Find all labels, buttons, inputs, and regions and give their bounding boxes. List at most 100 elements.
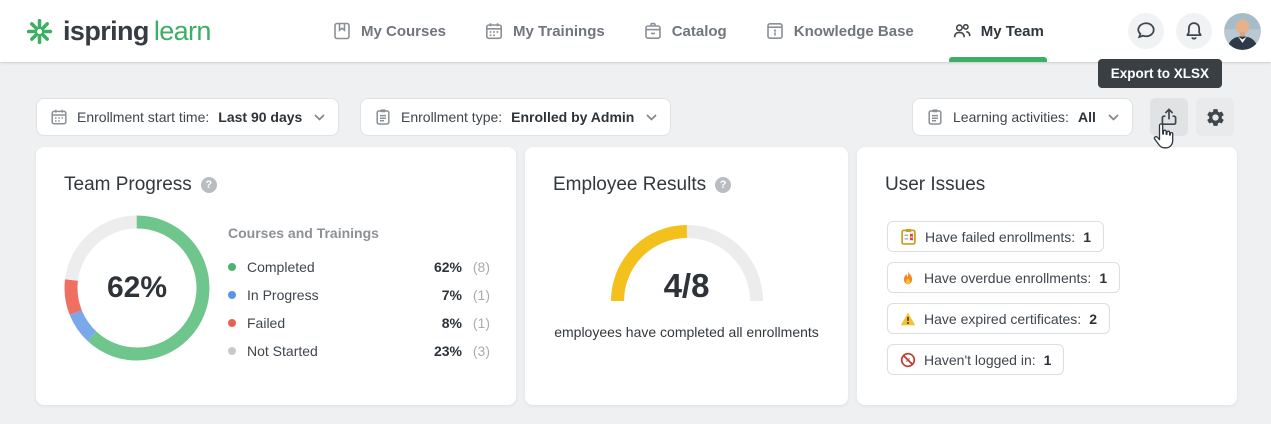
failed-enrollments-icon [900,228,917,245]
legend-label: Completed [247,259,315,275]
legend-percent: 8% [441,315,462,331]
issue-label: Haven't logged in: [924,351,1036,368]
card-title-text: Employee Results [553,174,707,195]
filter-value: All [1077,109,1096,125]
employee-results-title: Employee Results ? [553,174,732,196]
issue-label: Have expired certificates: [924,310,1082,327]
issue-count: 1 [1043,351,1052,368]
help-icon[interactable]: ? [715,177,732,193]
not-logged-in-item[interactable]: Haven't logged in: 1 [887,344,1065,375]
team-progress-legend: Courses and Trainings Completed 62% (8) … [228,225,490,365]
legend-dot [228,291,236,299]
overdue-enrollments-icon [900,270,916,286]
team-progress-card: Team Progress ? 62% Courses and Training… [36,147,516,405]
user-issues-card: User Issues Have failed enrollments: 1 [857,147,1237,405]
gauge-caption: employees have completed all enrollments [554,324,819,340]
catalog-icon [643,21,663,41]
employee-results-gauge-chart [611,224,763,308]
chat-icon [1135,20,1157,42]
top-navigation-bar: ispring learn My Courses [0,0,1271,62]
failed-enrollments-item[interactable]: Have failed enrollments: 1 [887,221,1104,252]
legend-percent: 62% [433,259,462,275]
export-icon [1159,107,1179,127]
legend-count: (1) [472,287,490,303]
filter-value: Last 90 days [218,109,303,125]
calendar-icon [484,21,504,41]
nav-item-my-courses[interactable]: My Courses [332,0,446,62]
nav-item-my-trainings[interactable]: My Trainings [484,0,605,62]
clipboard-icon [374,108,392,126]
legend-row-not-started: Not Started 23% (3) [228,337,490,365]
book-icon [332,21,352,41]
user-avatar[interactable] [1224,12,1261,50]
knowledge-base-icon [765,21,785,41]
calendar-icon [50,108,68,126]
legend-row-completed: Completed 62% (8) [228,253,490,281]
legend-label: Failed [247,315,286,331]
chevron-down-icon [646,113,657,121]
issue-count: 2 [1089,310,1097,327]
nav-label: My Team [980,22,1044,40]
donut-center-value: 62% [106,271,168,304]
help-icon[interactable]: ? [200,177,217,193]
nav-label: Knowledge Base [793,22,914,40]
expired-certificates-item[interactable]: Have expired certificates: 2 [887,303,1110,334]
main-nav: My Courses My Trainings [332,0,1047,62]
user-issues-list: Have failed enrollments: 1 Have overdue … [887,221,1121,375]
legend-dot [228,319,236,327]
legend-percent: 23% [433,343,462,359]
enrollment-start-time-filter[interactable]: Enrollment start time: Last 90 days [36,98,340,136]
overdue-enrollments-item[interactable]: Have overdue enrollments: 1 [887,262,1121,293]
active-tab-underline [948,57,1047,62]
filter-label: Enrollment type: [401,109,503,125]
settings-button[interactable] [1196,98,1234,136]
bell-icon [1183,20,1205,42]
gauge-value: 4/8 [663,267,710,304]
legend-label: Not Started [247,343,318,359]
legend-dot [228,347,236,355]
nav-item-my-team[interactable]: My Team [948,0,1047,62]
logo-text: ispring learn [63,15,211,46]
legend-dot [228,263,236,271]
card-title-text: User Issues [885,174,986,195]
legend-label: In Progress [247,287,319,303]
legend-row-in-progress: In Progress 7% (1) [228,281,490,309]
issue-count: 1 [1083,228,1091,245]
filter-label: Enrollment start time: [77,109,210,125]
ispring-learn-logo[interactable]: ispring learn [26,0,211,62]
ispring-spinner-icon [26,18,53,45]
nav-label: My Trainings [513,22,605,40]
legend-count: (8) [472,259,490,275]
issue-label: Have overdue enrollments: [924,269,1092,286]
employee-results-card: Employee Results ? 4/8 employees have co… [525,147,848,405]
legend-title: Courses and Trainings [228,225,379,241]
export-button[interactable] [1150,98,1188,136]
nav-item-knowledge-base[interactable]: Knowledge Base [765,0,914,62]
issue-label: Have failed enrollments: [925,228,1076,245]
legend-count: (3) [472,343,490,359]
card-title-text: Team Progress [64,174,192,195]
legend-percent: 7% [441,287,462,303]
legend-count: (1) [472,315,490,331]
clipboard-icon [926,108,944,126]
not-logged-in-icon [900,352,916,368]
enrollment-type-filter[interactable]: Enrollment type: Enrolled by Admin [360,98,672,136]
team-progress-title: Team Progress ? [64,174,217,196]
header-actions [1128,0,1261,62]
team-progress-donut-chart: 62% [64,215,210,361]
filter-value: Enrolled by Admin [511,109,635,125]
chevron-down-icon [1108,113,1119,121]
user-issues-title: User Issues [885,174,985,196]
issue-count: 1 [1099,269,1108,286]
legend-row-failed: Failed 8% (1) [228,309,490,337]
nav-label: My Courses [361,22,447,40]
notifications-button[interactable] [1176,13,1212,49]
team-icon [952,21,972,41]
nav-item-catalog[interactable]: Catalog [643,0,727,62]
chat-button[interactable] [1128,13,1164,49]
learning-activities-filter[interactable]: Learning activities: All [912,98,1133,136]
chevron-down-icon [314,113,325,121]
export-tooltip: Export to XLSX [1097,59,1222,88]
expired-certificates-icon [900,311,916,327]
